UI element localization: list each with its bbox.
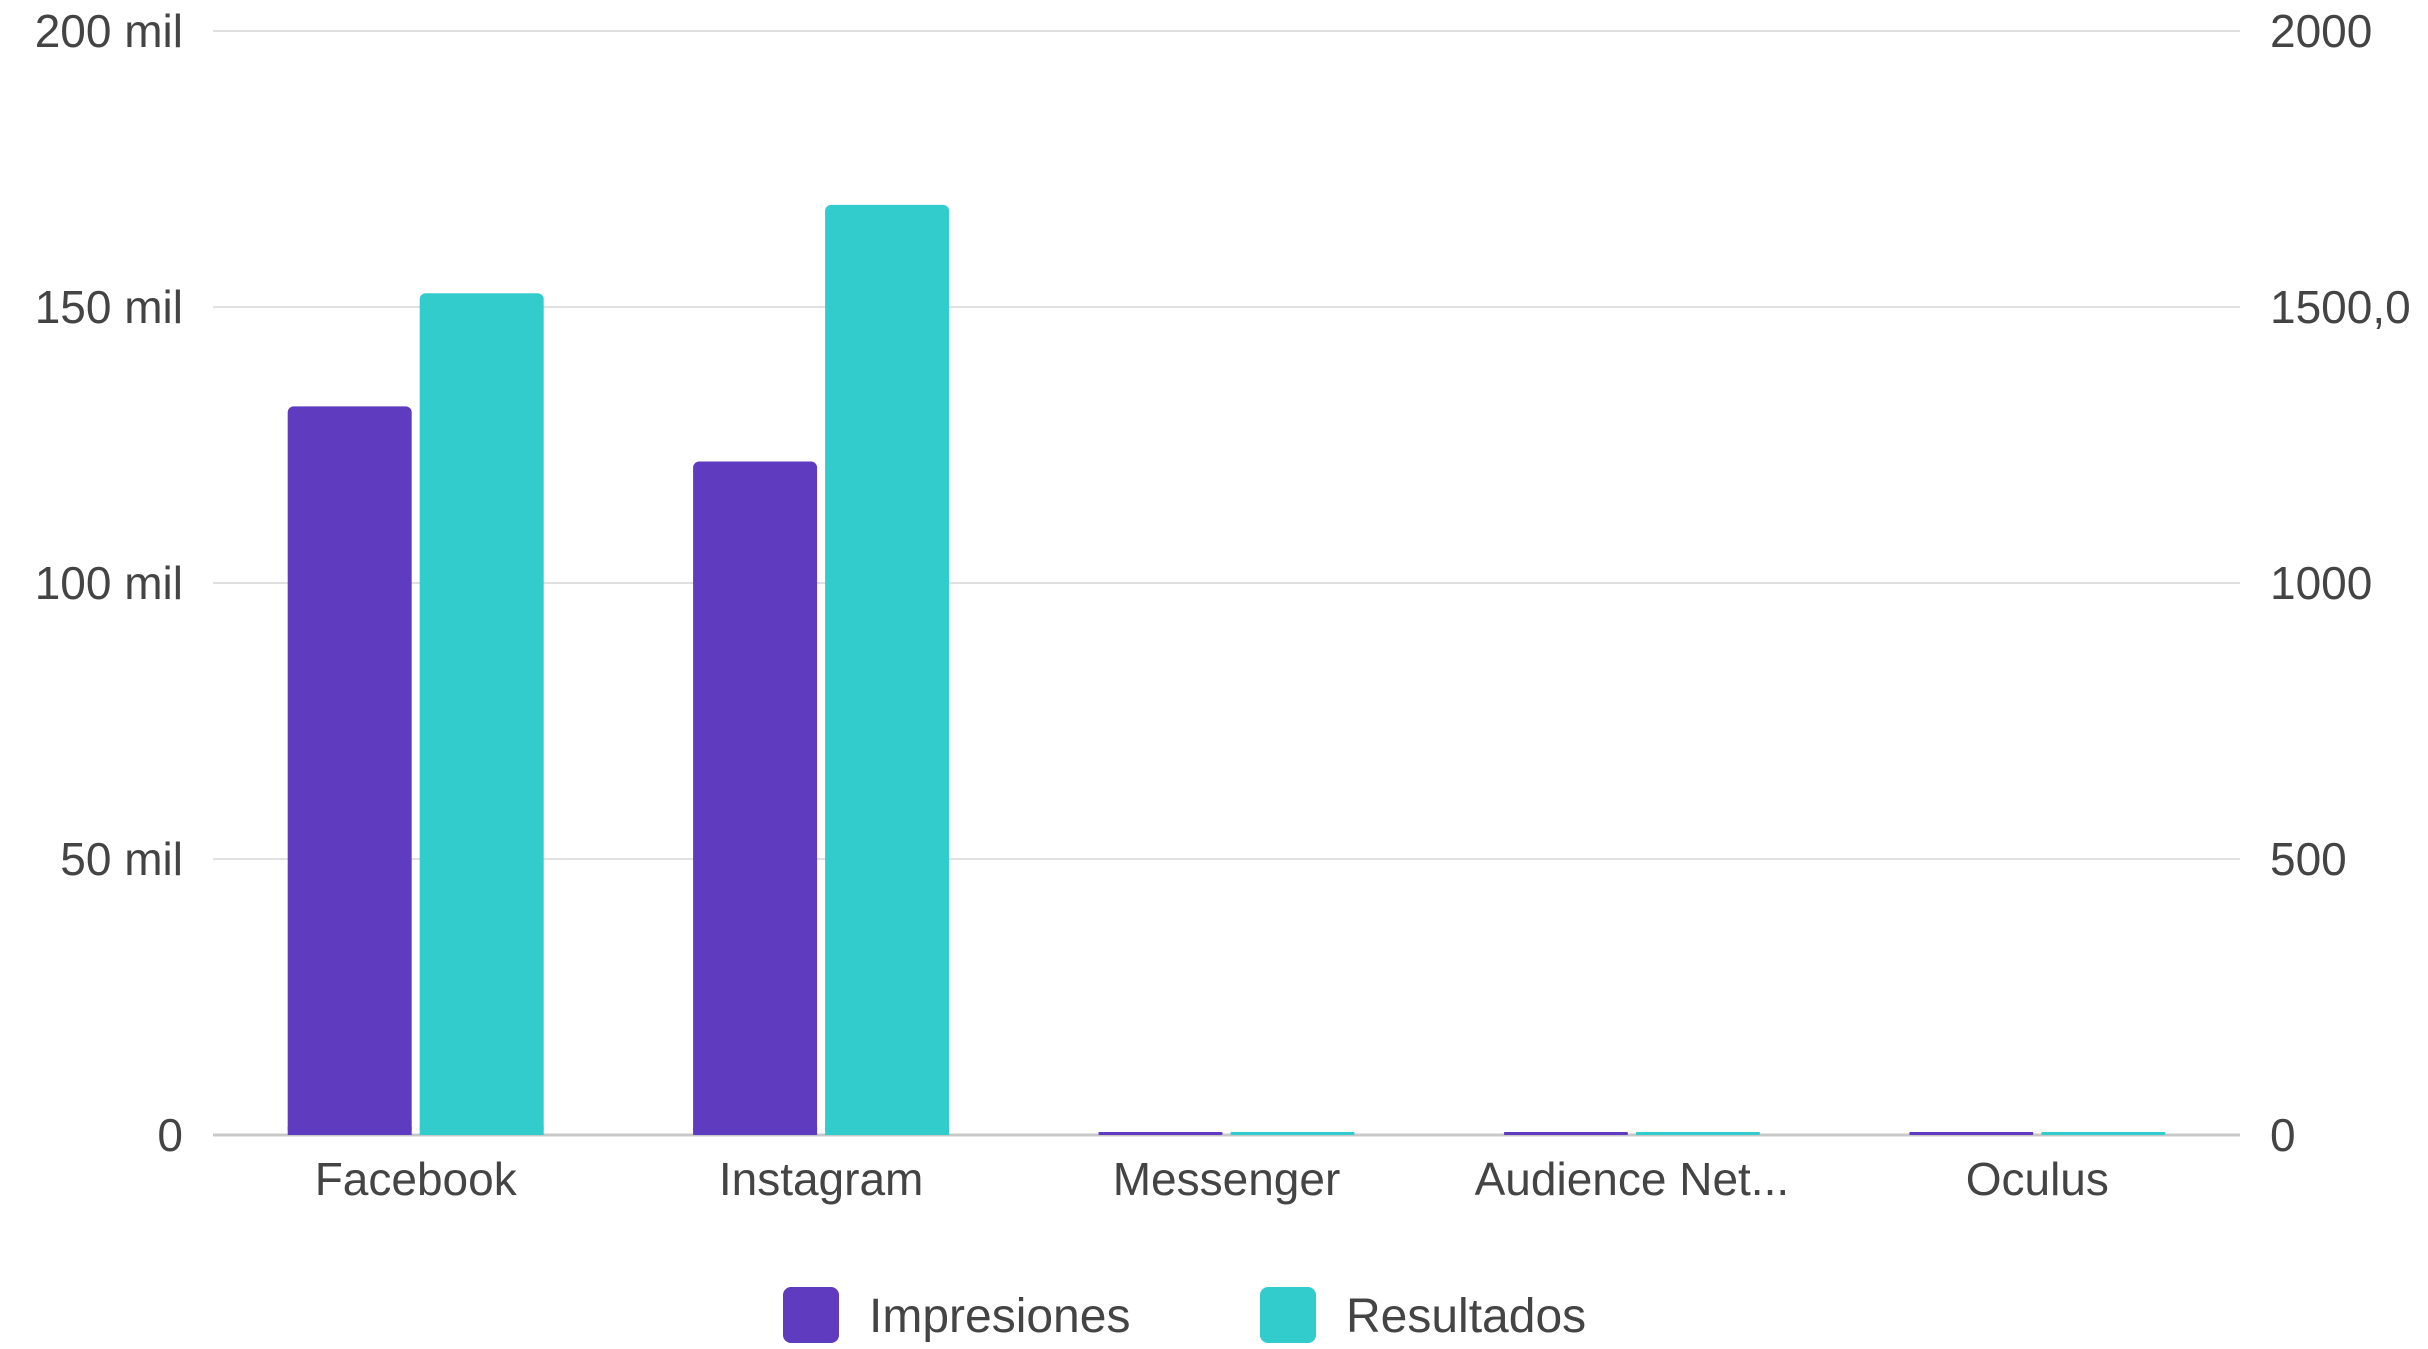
left-tick-label: 100 mil bbox=[35, 557, 183, 609]
right-tick-label: 0 bbox=[2270, 1109, 2296, 1161]
left-tick-label: 0 bbox=[157, 1109, 183, 1161]
legend-swatch-resultados bbox=[1260, 1287, 1316, 1343]
bar-resultados-3 bbox=[1636, 1132, 1760, 1135]
bar-base bbox=[288, 1127, 412, 1135]
bars bbox=[288, 205, 2166, 1135]
right-tick-label: 1000 bbox=[2270, 557, 2372, 609]
x-axis: Facebook Instagram Messenger Audience Net..… bbox=[315, 1153, 2109, 1205]
bar-impresiones-0 bbox=[288, 406, 412, 1135]
bar-impresiones-3 bbox=[1504, 1132, 1628, 1135]
category-label: Oculus bbox=[1966, 1153, 2109, 1205]
legend-label-impresiones: Impresiones bbox=[869, 1290, 1130, 1343]
bar-resultados-1 bbox=[825, 205, 949, 1135]
category-label: Instagram bbox=[719, 1153, 924, 1205]
right-tick-label: 2000 bbox=[2270, 5, 2372, 57]
legend-label-resultados: Resultados bbox=[1346, 1290, 1586, 1343]
left-axis: 0 50 mil 100 mil 150 mil 200 mil bbox=[35, 5, 183, 1161]
bar-resultados-4 bbox=[2041, 1132, 2165, 1135]
bar-impresiones-1 bbox=[693, 462, 817, 1135]
bar-resultados-2 bbox=[1231, 1132, 1355, 1135]
bar-base bbox=[825, 1127, 949, 1135]
bar-impresiones-2 bbox=[1099, 1132, 1223, 1135]
category-label: Messenger bbox=[1113, 1153, 1341, 1205]
left-tick-label: 200 mil bbox=[35, 5, 183, 57]
bar-base bbox=[693, 1127, 817, 1135]
legend-swatch-impresiones bbox=[783, 1287, 839, 1343]
right-tick-label: 500 bbox=[2270, 833, 2347, 885]
legend: Impresiones Resultados bbox=[783, 1287, 1586, 1343]
left-tick-label: 50 mil bbox=[60, 833, 183, 885]
bar-base bbox=[420, 1127, 544, 1135]
left-tick-label: 150 mil bbox=[35, 281, 183, 333]
category-label: Facebook bbox=[315, 1153, 518, 1205]
bar-impresiones-4 bbox=[1909, 1132, 2033, 1135]
right-tick-label: 1500,0 bbox=[2270, 281, 2411, 333]
bar-resultados-0 bbox=[420, 293, 544, 1135]
right-axis: 0 500 1000 1500,0 2000 bbox=[2270, 5, 2411, 1161]
category-label: Audience Net... bbox=[1475, 1153, 1790, 1205]
